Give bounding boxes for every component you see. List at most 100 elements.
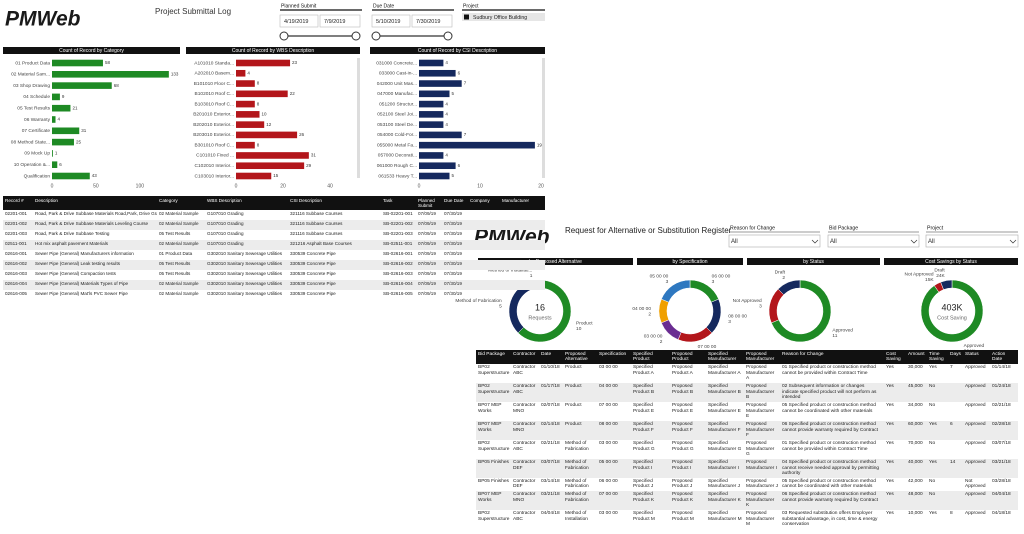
table-cell: Contractor ABC [511,382,539,402]
header-row: Record # Description Category WBS Descripti… [3,196,545,210]
filter[interactable]: Due Date 5/10/2019 7/30/2019 [371,3,454,41]
date-box[interactable] [411,14,453,28]
table-cell: 330539 Concrete Pipe [288,280,381,290]
bar [419,69,456,77]
table-cell: Method of Fabrication [565,478,589,490]
table-cell: Specified Manufacturer K [706,491,744,511]
scrollbar[interactable] [357,58,360,178]
value-label: 8 [257,81,260,86]
category-label: 031000 Concrete... [376,60,417,66]
donut-segment [920,279,984,343]
table-cell: 02 Material Sample [159,211,199,216]
dropdown[interactable] [728,234,821,248]
value-label: 29 [306,163,312,168]
table-cell: Product [563,420,597,440]
table-row: 02511-001 Hot mix asphalt pavement Materi… [3,240,545,250]
date-box[interactable] [319,14,361,28]
chart-header [747,258,880,265]
date-box[interactable] [371,14,411,28]
table-cell: Sewer Pipe (General) Manufacturers infor… [35,251,134,256]
x-tick-label: 10 [477,183,483,189]
table-cell: 02/21/18 [541,440,560,446]
value-label: 12 [266,122,272,127]
table-cell: 04/18/18 [992,511,1011,517]
column-header: Manufacturer [500,196,545,210]
chart-header [637,258,743,265]
table-cell: 02/14/18 [539,420,563,440]
dropdown[interactable] [827,234,920,248]
bar [419,80,462,87]
table-cell: Proposed Product B [670,382,706,402]
filter[interactable]: Planned Submit 4/19/2019 7/9/2019 [279,3,362,41]
table-row: BP05 Finishes Contractor DEF 03/07/18 Metho… [476,458,1018,478]
category-label: 051200 Structur... [379,101,417,107]
slider-handle[interactable] [279,31,289,41]
table-cell: Specified Product M [633,511,655,522]
column-header: Record # [3,196,33,210]
table-cell: G107010 Grading [205,220,288,230]
table-row: BP05 Finishes Contractor DEF 03/14/18 Metho… [476,478,1018,491]
bar [419,100,444,108]
chart-title: by Proposed Alternative [529,259,582,265]
dropdown-filter[interactable]: Reason for Change All [728,225,821,248]
table-cell: Proposed Product K [670,491,706,511]
donut-segment [658,298,670,324]
slider-handle[interactable] [443,31,453,41]
table-cell: BP07 MEP Works [476,491,511,511]
dropdown-filter[interactable]: Project All [925,225,1019,248]
segment-value: 3 [666,279,669,285]
table-cell: G302010 Sanitary Sewerage Utilities [205,280,288,290]
table-cell: Yes [884,458,906,478]
table-cell: SB-02511-001 [381,240,416,250]
date-box[interactable] [279,14,319,28]
table-cell: Specified Product G [633,440,655,452]
table-cell: 07/09/19 [416,280,442,290]
donut-segment [661,319,682,340]
table-cell: Specified Manufacturer I [706,458,744,478]
segment-label: Draft [934,267,945,273]
x-tick-label: 0 [418,183,421,189]
value-label: 19 [537,142,543,147]
table-cell: Method of Fabrication [563,458,597,478]
date-from: 5/10/2019 [376,19,400,25]
dropdown[interactable] [925,234,1019,248]
value-label: 4 [445,112,448,117]
bar [236,69,246,77]
table-cell: Specified Product J [633,478,654,490]
segment-label: 04 00 00 [632,306,651,312]
legend-swatch[interactable] [464,14,469,20]
table-cell: Contractor ABC [513,365,536,376]
table-cell: 04 Specified product or construction met… [780,458,884,478]
segment-value: 3 [728,319,731,325]
dropdown-filter[interactable]: Bid Package All [827,225,920,248]
slider-handle[interactable] [371,31,381,41]
table-cell: SB-02201-002 [381,220,416,230]
scrollbar[interactable] [542,58,545,178]
table-cell: Specified Product A [633,365,654,376]
table-cell: 321116 Subbase Courses [290,211,343,216]
dropdown-value: All [928,239,935,245]
table-cell: Sewer Pipe (General) Compaction tests [35,271,116,276]
table-cell [468,280,500,290]
table-cell: Yes [884,382,906,402]
column-header: Proposed Alternative [563,350,597,364]
value-label: 7 [464,132,467,137]
table-cell: Specified Product I [631,458,670,478]
filter-label: Due Date [373,3,394,9]
slider-handle[interactable] [351,31,361,41]
date-to: 7/9/2019 [324,19,345,25]
table-row: 02616-002 Sewer Pipe (General) Leak testi… [3,260,545,270]
table-cell: Yes [929,511,937,517]
table-row: 02616-005 Sewer Pipe (General) Mat'ls PVC… [3,290,545,300]
bar [236,80,255,87]
bar [419,162,456,170]
table-cell: No [929,440,936,446]
table-cell: Specified Product K [631,491,670,511]
category-label: 06 Warranty [24,117,51,123]
table-cell: 03/07/18 [992,440,1011,446]
table-cell: 40,000 [906,458,927,478]
center-label: Cost Saving [937,315,967,321]
table-cell: G302010 Sanitary Sewerage Utilities [207,251,283,256]
table-cell: Yes [927,420,948,440]
x-tick-label: 20 [538,183,544,189]
